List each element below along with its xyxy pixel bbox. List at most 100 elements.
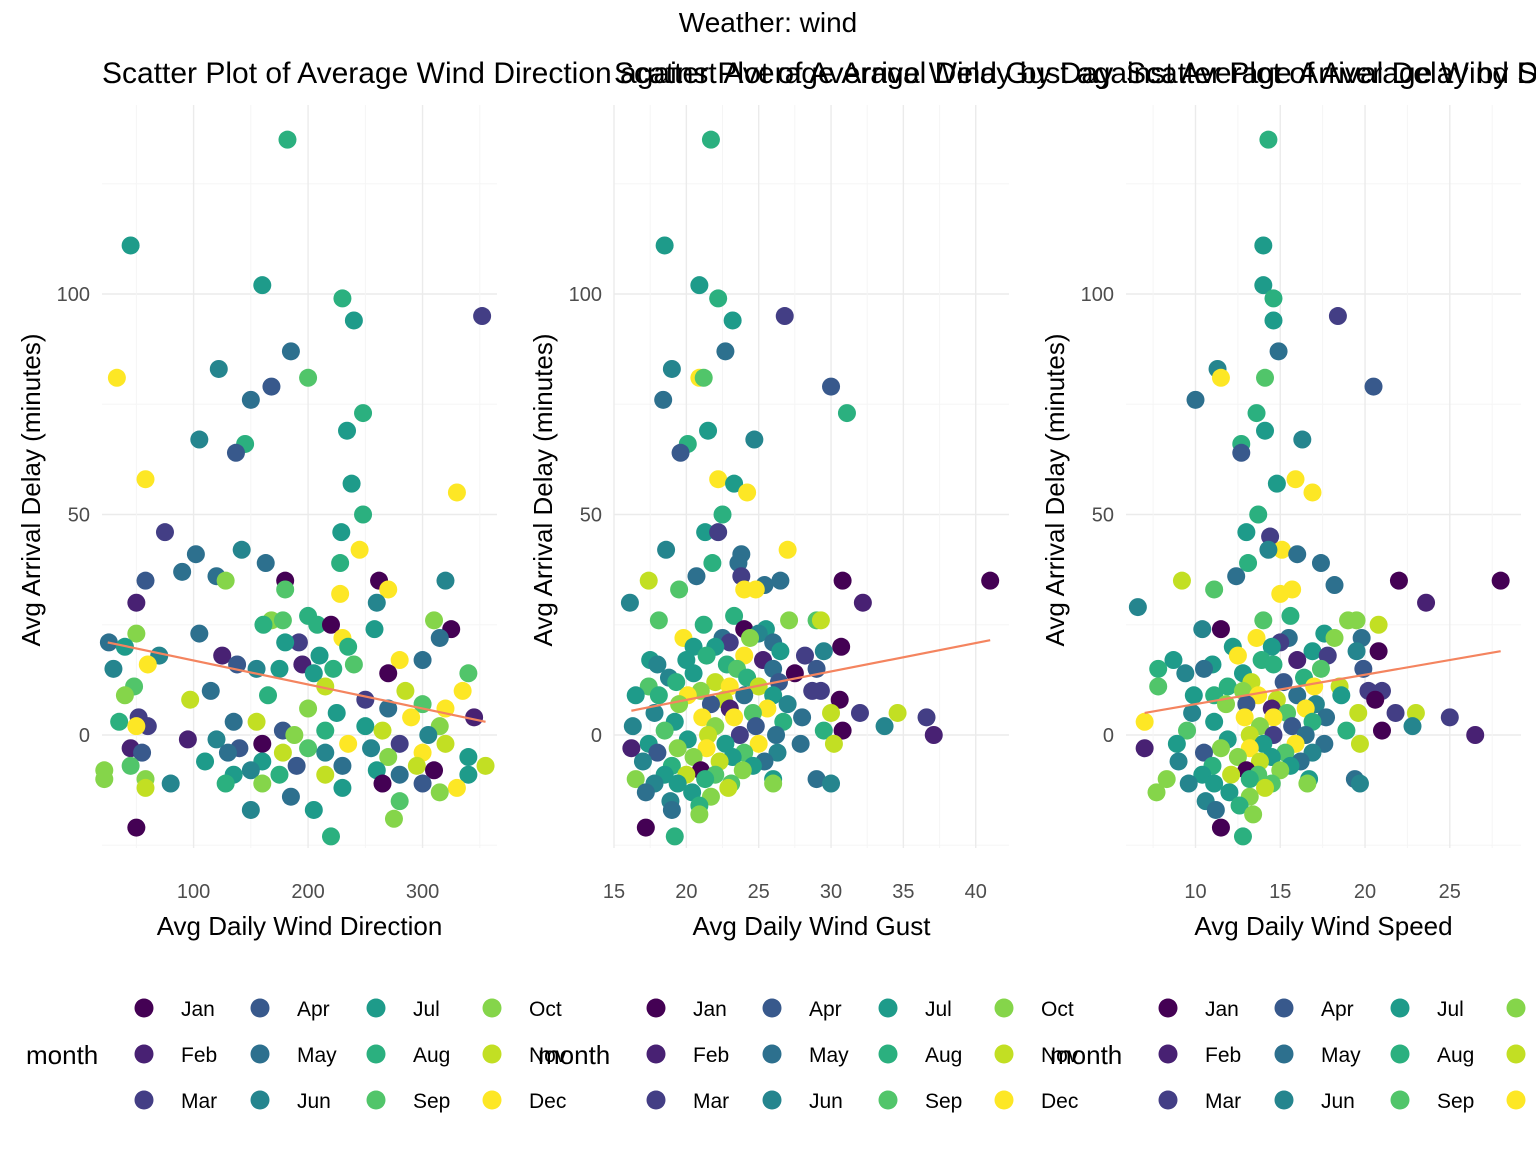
y-tick-label: 50 [1092, 505, 1114, 527]
legend-item: Jan [646, 998, 727, 1021]
data-point [709, 523, 728, 542]
legend-item: Jul [878, 998, 952, 1021]
legend-label: Mar [693, 1090, 729, 1113]
data-point [285, 726, 304, 744]
panel-title: Scatter Plot of Average Wind Speed again… [1126, 57, 1536, 90]
data-point [1169, 752, 1188, 771]
data-point [1264, 655, 1283, 674]
x-tick-label: 25 [748, 881, 770, 903]
data-point [725, 606, 744, 625]
data-point [1311, 659, 1330, 678]
data-point [339, 734, 358, 753]
data-point [833, 571, 852, 590]
data-point [241, 800, 260, 819]
data-point [110, 712, 129, 731]
data-point [775, 307, 794, 326]
x-tick-label: 15 [1269, 881, 1291, 903]
legend-label: Jun [1321, 1090, 1355, 1113]
data-point [654, 390, 673, 409]
y-tick-label: 50 [68, 505, 90, 527]
legend-title: month [538, 1040, 610, 1070]
trend-line [631, 639, 991, 712]
legend-item: Nov [994, 1044, 1079, 1067]
data-point [1369, 615, 1388, 634]
legend-label: Aug [413, 1044, 450, 1067]
legend-item: May [1274, 1044, 1361, 1067]
data-point [771, 642, 790, 661]
data-point [1247, 628, 1266, 647]
data-point [136, 778, 155, 797]
data-point [793, 708, 812, 727]
data-point [745, 430, 764, 449]
data-point [232, 540, 251, 559]
data-point [626, 770, 645, 789]
data-point [1172, 571, 1191, 590]
legend-label: Oct [529, 998, 562, 1021]
legend-swatch [1506, 1090, 1526, 1110]
data-point [670, 695, 689, 714]
data-point [1244, 805, 1263, 824]
data-point [453, 681, 472, 700]
data-point [447, 483, 466, 502]
data-point [365, 620, 384, 639]
data-point [342, 474, 361, 493]
data-point [1389, 571, 1408, 590]
data-point [665, 827, 684, 846]
y-tick-label: 50 [580, 505, 602, 527]
legend-swatch [250, 998, 270, 1018]
data-point [1372, 721, 1391, 740]
data-point [649, 611, 668, 630]
data-point [1218, 677, 1237, 696]
legend-swatch [1274, 1044, 1294, 1064]
legend-label: Dec [1041, 1090, 1078, 1113]
data-point [287, 756, 306, 775]
data-point [735, 686, 754, 705]
data-point [447, 778, 466, 797]
data-point [121, 756, 140, 775]
data-point [1303, 712, 1322, 731]
data-point [253, 734, 272, 753]
legend-swatch [878, 1044, 898, 1064]
legend-item: Jun [250, 1090, 331, 1113]
data-point [316, 721, 335, 740]
data-point [338, 421, 357, 440]
x-tick-label: 300 [406, 881, 439, 903]
data-point [379, 664, 398, 683]
data-point [725, 708, 744, 727]
legend-swatch [1274, 1090, 1294, 1110]
data-point [1220, 783, 1239, 802]
data-point [1205, 580, 1224, 599]
data-point [241, 390, 260, 409]
data-point [1237, 523, 1256, 542]
data-point [316, 765, 335, 784]
data-point [1183, 703, 1202, 722]
data-point [1274, 673, 1293, 692]
data-point [687, 567, 706, 586]
data-point [95, 770, 114, 789]
legend-swatch [1390, 1090, 1410, 1110]
data-point [1262, 637, 1281, 656]
legend-label: Dec [529, 1090, 566, 1113]
data-point [655, 721, 674, 740]
data-point [832, 637, 851, 656]
legend-swatch [482, 1044, 502, 1064]
data-point [127, 818, 146, 837]
data-point [1184, 686, 1203, 705]
legend-label: Apr [1321, 998, 1354, 1021]
data-point [767, 726, 786, 744]
data-point [1350, 774, 1369, 793]
data-point [694, 368, 713, 387]
data-point [356, 717, 375, 736]
data-point [696, 523, 715, 542]
data-point [459, 765, 478, 784]
legend-label: Sep [413, 1090, 450, 1113]
data-point [1283, 717, 1302, 736]
data-point [1440, 708, 1459, 727]
data-point [670, 580, 689, 599]
legend-swatch [134, 1044, 154, 1064]
data-point [354, 404, 373, 423]
data-point [720, 633, 739, 652]
x-tick-label: 10 [1184, 881, 1206, 903]
data-point [730, 726, 749, 744]
data-point [333, 778, 352, 797]
